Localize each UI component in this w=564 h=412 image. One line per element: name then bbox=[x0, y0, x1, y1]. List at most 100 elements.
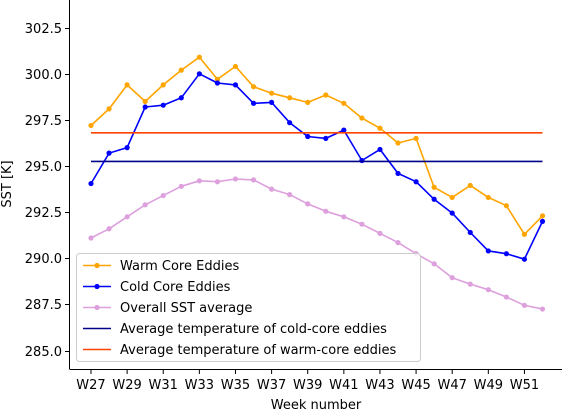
data-point bbox=[522, 257, 527, 262]
data-point bbox=[323, 136, 328, 141]
x-tick-label: W51 bbox=[510, 378, 539, 393]
legend-marker bbox=[94, 305, 99, 310]
y-tick-label: 302.5 bbox=[25, 22, 62, 37]
data-point bbox=[88, 123, 93, 128]
legend-marker bbox=[94, 284, 99, 289]
data-point bbox=[287, 192, 292, 197]
data-point bbox=[486, 287, 491, 292]
y-tick-label: 297.5 bbox=[25, 114, 62, 129]
y-tick-label: 290.0 bbox=[25, 252, 62, 267]
data-point bbox=[269, 100, 274, 105]
data-point bbox=[287, 95, 292, 100]
data-point bbox=[287, 120, 292, 125]
data-point bbox=[305, 201, 310, 206]
legend-marker bbox=[94, 263, 99, 268]
data-point bbox=[125, 145, 130, 150]
data-point bbox=[468, 282, 473, 287]
data-point bbox=[413, 179, 418, 184]
data-point bbox=[161, 82, 166, 87]
data-point bbox=[305, 134, 310, 139]
data-point bbox=[341, 214, 346, 219]
data-point bbox=[143, 202, 148, 207]
data-point bbox=[450, 275, 455, 280]
data-point bbox=[106, 151, 111, 156]
data-point bbox=[323, 209, 328, 214]
data-point bbox=[504, 294, 509, 299]
data-point bbox=[540, 306, 545, 311]
data-point bbox=[395, 171, 400, 176]
data-point bbox=[450, 195, 455, 200]
data-point bbox=[432, 261, 437, 266]
x-tick-label: W31 bbox=[149, 378, 178, 393]
data-point bbox=[269, 187, 274, 192]
y-tick-label: 295.0 bbox=[25, 160, 62, 175]
x-tick-label: W41 bbox=[329, 378, 358, 393]
x-tick-label: W47 bbox=[437, 378, 466, 393]
data-point bbox=[504, 203, 509, 208]
data-point bbox=[359, 115, 364, 120]
legend-label: Cold Core Eddies bbox=[120, 280, 231, 295]
data-point bbox=[486, 248, 491, 253]
legend-label: Average temperature of cold-core eddies bbox=[120, 322, 387, 337]
data-point bbox=[179, 95, 184, 100]
data-point bbox=[377, 126, 382, 131]
x-tick-label: W43 bbox=[365, 378, 394, 393]
data-point bbox=[125, 82, 130, 87]
y-tick-label: 285.0 bbox=[25, 345, 62, 360]
data-point bbox=[251, 177, 256, 182]
data-point bbox=[106, 226, 111, 231]
data-point bbox=[432, 185, 437, 190]
series-line-2 bbox=[91, 74, 543, 259]
data-point bbox=[341, 127, 346, 132]
legend-label: Average temperature of warm-core eddies bbox=[120, 343, 396, 358]
data-point bbox=[486, 195, 491, 200]
data-point bbox=[395, 140, 400, 145]
data-point bbox=[413, 136, 418, 141]
data-point bbox=[269, 91, 274, 96]
x-tick-label: W37 bbox=[257, 378, 286, 393]
data-point bbox=[179, 184, 184, 189]
data-point bbox=[522, 232, 527, 237]
x-tick-label: W39 bbox=[293, 378, 322, 393]
data-point bbox=[88, 235, 93, 240]
y-ticks: 285.0 287.5 290.0 292.5 295.0 297.5 300.0 302.5 bbox=[25, 22, 70, 360]
data-point bbox=[359, 222, 364, 227]
x-tick-label: W49 bbox=[474, 378, 503, 393]
data-point bbox=[215, 179, 220, 184]
data-point bbox=[305, 100, 310, 105]
data-point bbox=[251, 84, 256, 89]
x-axis-title: Week number bbox=[271, 398, 362, 412]
data-point bbox=[359, 158, 364, 163]
data-point bbox=[197, 178, 202, 183]
data-point bbox=[197, 55, 202, 60]
data-point bbox=[179, 68, 184, 73]
legend: Warm Core Eddies Cold Core Eddies Overall … bbox=[77, 254, 421, 362]
data-point bbox=[161, 193, 166, 198]
data-point bbox=[540, 219, 545, 224]
data-point bbox=[323, 92, 328, 97]
y-tick-label: 287.5 bbox=[25, 298, 62, 313]
y-axis-title: SST [K] bbox=[0, 160, 15, 207]
legend-label: Warm Core Eddies bbox=[120, 259, 239, 274]
legend-label: Overall SST average bbox=[120, 301, 252, 316]
data-point bbox=[106, 106, 111, 111]
x-tick-label: W27 bbox=[76, 378, 105, 393]
data-point bbox=[197, 71, 202, 76]
data-point bbox=[468, 183, 473, 188]
data-point bbox=[143, 104, 148, 109]
data-point bbox=[251, 101, 256, 106]
data-point bbox=[233, 64, 238, 69]
x-tick-label: W33 bbox=[185, 378, 214, 393]
data-point bbox=[377, 231, 382, 236]
data-point bbox=[88, 181, 93, 186]
x-tick-label: W35 bbox=[221, 378, 250, 393]
data-point bbox=[233, 82, 238, 87]
data-point bbox=[215, 80, 220, 85]
y-tick-label: 300.0 bbox=[25, 68, 62, 83]
data-point bbox=[143, 99, 148, 104]
data-point bbox=[341, 101, 346, 106]
data-point bbox=[432, 197, 437, 202]
x-tick-label: W45 bbox=[401, 378, 430, 393]
data-point bbox=[377, 147, 382, 152]
